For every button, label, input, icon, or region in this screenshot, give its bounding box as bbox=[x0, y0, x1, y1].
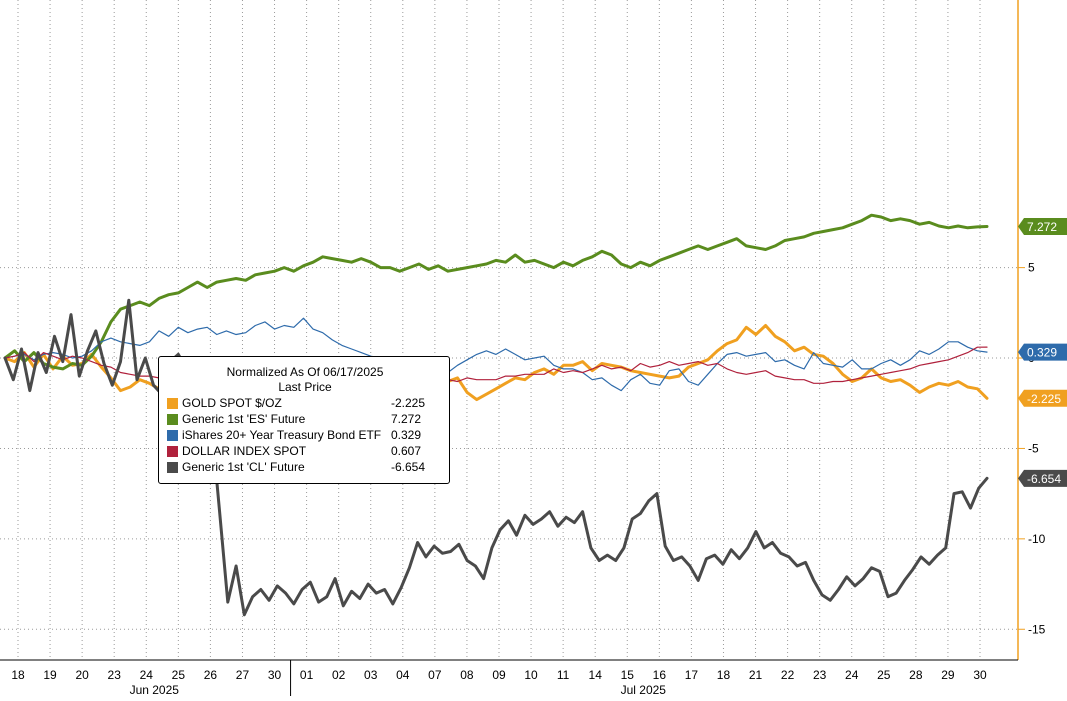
series-line-4 bbox=[3, 298, 989, 617]
last-value-tag-text-2: 0.329 bbox=[1027, 346, 1057, 360]
last-value-tag-2: 0.329 bbox=[1018, 343, 1067, 361]
x-tick-label: 29 bbox=[941, 668, 955, 682]
x-tick-label: 23 bbox=[108, 668, 122, 682]
last-value-tag-bg-0 bbox=[1018, 389, 1067, 407]
legend-swatch-dxy bbox=[167, 445, 178, 457]
legend-title: Normalized As Of 06/17/2025 bbox=[226, 365, 384, 379]
x-tick-label: 28 bbox=[909, 668, 923, 682]
last-value-tag-1: 7.272 bbox=[1018, 218, 1067, 236]
x-tick-label: 24 bbox=[140, 668, 154, 682]
legend-name-gold: GOLD SPOT $/OZ bbox=[182, 396, 282, 410]
last-value-tag-bg-4 bbox=[1018, 469, 1067, 487]
legend-value-tlt: 0.329 bbox=[391, 428, 422, 442]
legend: Normalized As Of 06/17/2025 Last Price G… bbox=[158, 356, 450, 484]
legend-row-tlt: iShares 20+ Year Treasury Bond ETF 0.329 bbox=[167, 427, 443, 443]
last-value-tag-text-4: -6.654 bbox=[1027, 472, 1061, 486]
legend-name-dxy: DOLLAR INDEX SPOT bbox=[182, 444, 307, 458]
legend-value-es: 7.272 bbox=[391, 412, 422, 426]
x-tick-label: 17 bbox=[685, 668, 699, 682]
last-value-labels: 7.272 0.329 -2.225 -6.654 bbox=[1018, 218, 1067, 487]
x-tick-label: 18 bbox=[717, 668, 731, 682]
x-tick-label: 15 bbox=[621, 668, 635, 682]
legend-row-es: Generic 1st 'ES' Future 7.272 bbox=[167, 411, 443, 427]
y-tick-label: -15 bbox=[1028, 622, 1046, 636]
last-value-tag-0: -2.225 bbox=[1018, 389, 1067, 407]
x-tick-label: 27 bbox=[236, 668, 250, 682]
x-tick-label: 02 bbox=[332, 668, 346, 682]
x-tick-label: 10 bbox=[524, 668, 538, 682]
x-month-label: Jun 2025 bbox=[130, 683, 180, 696]
legend-row-dxy: DOLLAR INDEX SPOT 0.607 bbox=[167, 443, 443, 459]
last-value-tag-text-0: -2.225 bbox=[1027, 392, 1061, 406]
x-tick-label: 19 bbox=[43, 668, 57, 682]
legend-row-gold: GOLD SPOT $/OZ -2.225 bbox=[167, 395, 443, 411]
legend-swatch-cl bbox=[167, 461, 178, 473]
legend-swatch-gold bbox=[167, 397, 178, 409]
x-tick-label: 14 bbox=[589, 668, 603, 682]
x-axis: 18 19 20 23 24 25 26 27 30 01 02 03 04 07 08 09 10 11 14 15… bbox=[0, 659, 1018, 697]
x-tick-label: 21 bbox=[749, 668, 763, 682]
legend-swatch-es bbox=[167, 413, 178, 425]
x-tick-label: 20 bbox=[75, 668, 89, 682]
legend-row-cl: Generic 1st 'CL' Future -6.654 bbox=[167, 459, 443, 475]
y-tick-label: -5 bbox=[1028, 441, 1039, 455]
legend-subtitle: Last Price bbox=[278, 380, 332, 394]
grid bbox=[0, 0, 1018, 660]
last-value-tag-text-1: 7.272 bbox=[1027, 220, 1057, 234]
last-value-tag-bg-1 bbox=[1018, 218, 1067, 236]
legend-value-gold: -2.225 bbox=[391, 396, 426, 410]
series-line-1 bbox=[3, 213, 989, 371]
x-tick-label: 18 bbox=[11, 668, 25, 682]
series-lines bbox=[3, 213, 989, 617]
x-tick-label: 23 bbox=[813, 668, 827, 682]
legend-name-tlt: iShares 20+ Year Treasury Bond ETF bbox=[182, 428, 382, 442]
legend-value-cl: -6.654 bbox=[391, 460, 426, 474]
x-tick-label: 30 bbox=[973, 668, 987, 682]
legend-name-es: Generic 1st 'ES' Future bbox=[182, 412, 306, 426]
last-value-tag-4: -6.654 bbox=[1018, 469, 1067, 487]
x-tick-label: 25 bbox=[172, 668, 186, 682]
x-tick-label: 16 bbox=[653, 668, 667, 682]
x-tick-label: 07 bbox=[428, 668, 442, 682]
series-line-2 bbox=[4, 317, 988, 392]
y-tick-label: -10 bbox=[1028, 532, 1046, 546]
x-tick-label: 24 bbox=[845, 668, 859, 682]
x-tick-label: 01 bbox=[300, 668, 314, 682]
x-tick-label: 03 bbox=[364, 668, 378, 682]
legend-swatch-tlt bbox=[167, 429, 178, 441]
legend-value-dxy: 0.607 bbox=[391, 444, 422, 458]
last-value-tag-bg-2 bbox=[1018, 343, 1067, 361]
y-tick-label: 5 bbox=[1028, 261, 1035, 275]
y-axis: 50-5-10-15 bbox=[1017, 0, 1046, 660]
x-tick-label: 22 bbox=[781, 668, 795, 682]
x-month-label: Jul 2025 bbox=[621, 683, 667, 696]
x-tick-label: 04 bbox=[396, 668, 410, 682]
legend-name-cl: Generic 1st 'CL' Future bbox=[182, 460, 305, 474]
x-tick-label: 25 bbox=[877, 668, 891, 682]
x-tick-label: 08 bbox=[460, 668, 474, 682]
x-tick-label: 11 bbox=[557, 668, 570, 682]
x-tick-label: 09 bbox=[492, 668, 506, 682]
x-tick-label: 26 bbox=[204, 668, 218, 682]
x-tick-label: 30 bbox=[268, 668, 282, 682]
